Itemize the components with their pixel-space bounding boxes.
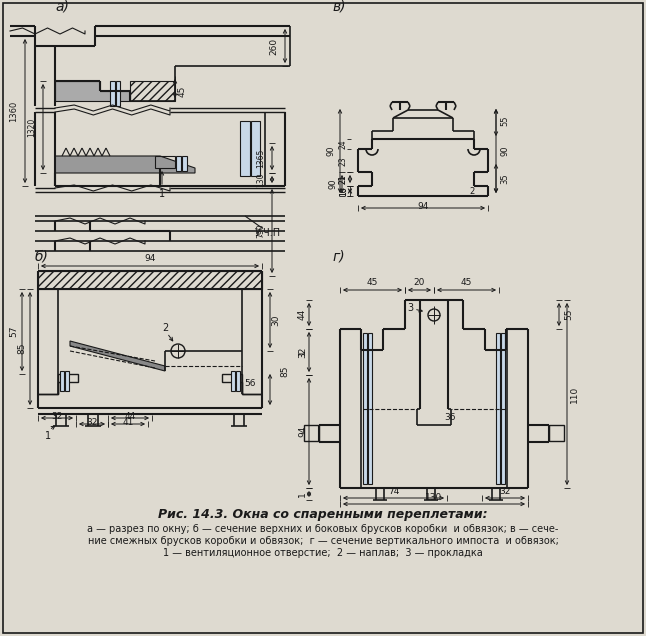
Text: 23: 23 xyxy=(339,156,348,166)
Text: 1: 1 xyxy=(159,189,165,199)
Text: 21: 21 xyxy=(339,174,348,184)
Text: 10: 10 xyxy=(339,186,348,196)
Text: 44: 44 xyxy=(125,412,136,421)
Text: 1: 1 xyxy=(298,349,307,355)
Polygon shape xyxy=(363,333,367,484)
Polygon shape xyxy=(110,81,115,106)
Text: 20: 20 xyxy=(414,278,425,287)
Text: 790: 790 xyxy=(256,224,265,238)
Text: 1: 1 xyxy=(45,431,51,441)
Text: 36: 36 xyxy=(444,413,455,422)
Text: 30: 30 xyxy=(271,314,280,326)
Text: 90: 90 xyxy=(500,146,509,156)
Text: 90: 90 xyxy=(329,179,338,190)
Text: 130: 130 xyxy=(256,172,265,187)
Text: 24: 24 xyxy=(339,139,348,149)
Text: 1365: 1365 xyxy=(256,148,265,168)
Text: 45: 45 xyxy=(461,278,472,287)
Text: 110: 110 xyxy=(570,385,579,403)
Polygon shape xyxy=(236,371,240,391)
Text: 1: 1 xyxy=(298,491,307,497)
Text: 1320: 1320 xyxy=(27,118,36,137)
Text: а — разрез по окну; б — сечение верхних и боковых брусков коробки  и обвязок; в : а — разрез по окну; б — сечение верхних … xyxy=(87,524,559,534)
Text: 2: 2 xyxy=(162,323,168,333)
Polygon shape xyxy=(70,341,165,371)
Text: 35: 35 xyxy=(500,174,509,184)
Polygon shape xyxy=(240,121,250,176)
Text: 94: 94 xyxy=(298,426,307,437)
Polygon shape xyxy=(55,156,195,173)
Polygon shape xyxy=(501,333,505,484)
Text: б): б) xyxy=(35,250,49,264)
Text: 85: 85 xyxy=(280,365,289,377)
Polygon shape xyxy=(251,121,260,176)
Polygon shape xyxy=(496,333,500,484)
Text: 32: 32 xyxy=(499,487,511,496)
Polygon shape xyxy=(231,371,235,391)
Text: ние смежных брусков коробки и обвязок;  г — сечение вертикального импоста  и обв: ние смежных брусков коробки и обвязок; г… xyxy=(88,536,558,546)
Text: 90: 90 xyxy=(327,146,336,156)
Text: 32: 32 xyxy=(298,347,307,357)
Bar xyxy=(38,271,262,289)
Polygon shape xyxy=(55,81,130,101)
Polygon shape xyxy=(60,371,64,391)
Text: 260: 260 xyxy=(269,38,278,55)
Polygon shape xyxy=(65,371,69,391)
Text: а): а) xyxy=(55,0,69,13)
Text: 32: 32 xyxy=(51,412,63,421)
Text: 10: 10 xyxy=(339,186,348,196)
Text: 85: 85 xyxy=(17,343,26,354)
Text: г): г) xyxy=(332,250,344,264)
Text: 57: 57 xyxy=(9,326,18,337)
Text: 130: 130 xyxy=(425,493,443,502)
Text: 1360: 1360 xyxy=(9,100,18,121)
Text: 55: 55 xyxy=(500,116,509,127)
Text: 56: 56 xyxy=(244,378,256,387)
Polygon shape xyxy=(182,156,187,171)
Text: 3: 3 xyxy=(407,303,413,313)
Text: 21: 21 xyxy=(339,174,348,184)
Text: Рис. 14.3. Окна со спаренными переплетами:: Рис. 14.3. Окна со спаренными переплетам… xyxy=(158,508,488,521)
Text: 2: 2 xyxy=(470,186,475,195)
Polygon shape xyxy=(116,81,120,106)
Polygon shape xyxy=(368,333,372,484)
Bar xyxy=(130,81,175,101)
Text: 45: 45 xyxy=(178,85,187,97)
Text: в): в) xyxy=(332,0,346,13)
Text: 1 — вентиляционное отверстие;  2 — наплав;  3 — прокладка: 1 — вентиляционное отверстие; 2 — наплав… xyxy=(163,548,483,558)
Text: 41: 41 xyxy=(122,418,134,427)
Text: 44: 44 xyxy=(298,309,307,320)
Polygon shape xyxy=(176,156,181,171)
Text: У.Ч.П: У.Ч.П xyxy=(255,228,281,238)
Text: 94: 94 xyxy=(144,254,156,263)
Text: 32: 32 xyxy=(87,418,98,427)
Text: 74: 74 xyxy=(388,487,399,496)
Text: 45: 45 xyxy=(367,278,378,287)
Text: 55: 55 xyxy=(564,308,573,321)
Text: 94: 94 xyxy=(417,202,429,211)
